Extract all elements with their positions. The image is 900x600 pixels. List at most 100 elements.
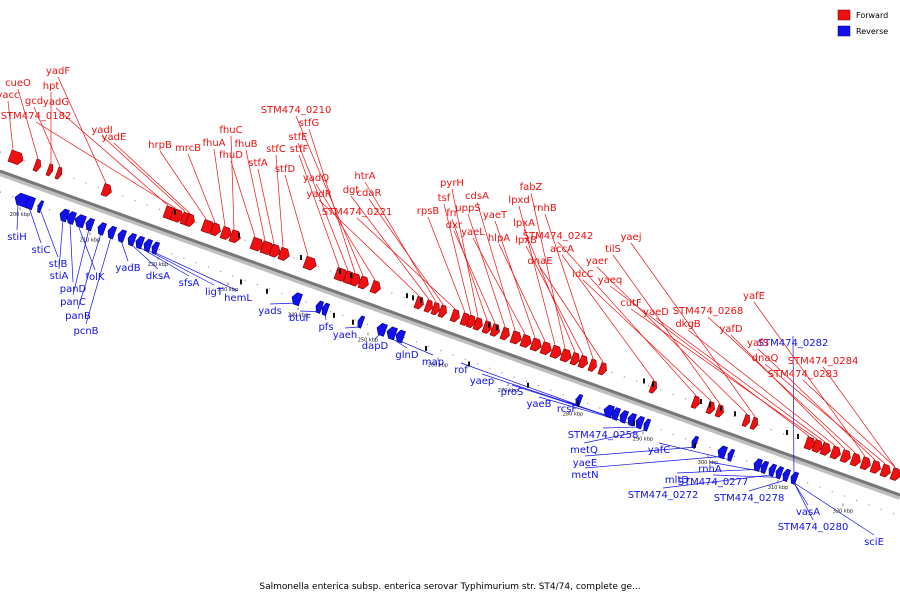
legend-reverse-swatch	[837, 25, 851, 37]
forward-gene-label-fabz: fabZ	[520, 182, 543, 193]
forward-gene-38	[549, 344, 562, 359]
reverse-gene-label-pros: proS	[501, 387, 524, 398]
reverse-gene-33	[768, 463, 778, 477]
tick-label-320-kbp: 320 kbp	[833, 508, 853, 514]
reverse-gene-3	[59, 208, 70, 223]
forward-gene-layer	[7, 149, 900, 481]
reverse-gene-label-stm474-0282: STM474_0282	[758, 338, 829, 349]
forward-gene-label-rnhb: rnhB	[533, 203, 557, 214]
legend-forward-label: Forward	[856, 11, 888, 20]
forward-gene-17	[302, 255, 317, 271]
reverse-gene-20	[395, 329, 406, 344]
forward-gene-50	[803, 436, 816, 451]
reverse-gene-label-panb: panB	[65, 311, 91, 322]
forward-gene-label-yadi: yadI	[91, 125, 112, 136]
reverse-gene-35	[782, 468, 792, 482]
forward-leader-26	[368, 198, 444, 305]
reverse-gene-13	[151, 241, 161, 255]
forward-leader-17	[284, 174, 309, 256]
forward-gene-label-yaet: yaeT	[483, 210, 508, 221]
forward-leader-23	[318, 199, 420, 297]
forward-gene-label-dxr: dxr	[446, 220, 463, 231]
reverse-gene-label-yadb: yadB	[115, 263, 140, 274]
forward-leader-58	[764, 363, 886, 464]
forward-gene-label-fhua: fhuA	[202, 138, 225, 149]
forward-gene-46	[705, 400, 715, 415]
forward-leader-layer	[7, 76, 896, 468]
forward-leader-29	[443, 203, 472, 315]
reverse-gene-11	[135, 235, 146, 250]
reverse-gene-label-metn: metN	[571, 470, 598, 481]
forward-leader-54	[730, 334, 846, 450]
forward-gene-label-cdar: cdaR	[357, 188, 382, 199]
reverse-leader-33	[662, 474, 773, 489]
forward-marker-8	[488, 322, 490, 328]
reverse-marker-2	[333, 312, 335, 318]
forward-gene-53	[829, 445, 841, 460]
forward-marker-6	[412, 295, 414, 301]
forward-gene-32	[489, 323, 500, 337]
forward-gene-label-stm474-0284: STM474_0284	[788, 356, 859, 367]
forward-gene-label-yaeq: yaeq	[598, 275, 623, 286]
forward-gene-59	[889, 467, 900, 481]
legend-forward-swatch	[837, 9, 851, 21]
forward-gene-label-stfg: stfG	[299, 118, 319, 129]
forward-gene-label-tils: tilS	[605, 244, 621, 255]
forward-label-layer: yacccueOhptgcdyadFyadGSTM474_0182yadIyad…	[0, 66, 858, 380]
reverse-gene-label-panc: panC	[60, 297, 86, 308]
forward-gene-label-stm474-0210: STM474_0210	[261, 105, 332, 116]
forward-gene-2	[45, 163, 54, 177]
reverse-leader-10	[130, 243, 159, 270]
forward-leader-52	[655, 317, 826, 443]
reverse-gene-label-pand: panD	[60, 284, 87, 295]
reverse-leader-1	[28, 207, 42, 244]
forward-leader-57	[757, 348, 876, 461]
forward-gene-label-htra: htrA	[354, 171, 375, 182]
forward-leader-47	[612, 254, 721, 405]
forward-leader-24	[350, 195, 430, 300]
forward-leader-43	[539, 266, 604, 363]
forward-gene-label-gcd: gcd	[25, 96, 43, 107]
forward-gene-label-lpxa: lpxA	[513, 218, 535, 229]
forward-leader-37	[498, 243, 546, 342]
forward-gene-label-yafd: yafD	[719, 324, 743, 335]
tick-layer: 200 kbp 210 kbp 220 kbp 230 kbp 240 kbp 250 k…	[10, 207, 853, 514]
forward-gene-label-stfe: stfE	[289, 132, 308, 143]
forward-leader-27	[356, 217, 456, 309]
forward-gene-24	[423, 299, 433, 313]
forward-gene-label-cueo: cueO	[5, 78, 31, 89]
forward-gene-42	[587, 358, 597, 372]
forward-gene-label-stm474-0221: STM474_0221	[322, 207, 393, 218]
forward-gene-3	[54, 166, 63, 180]
forward-gene-37	[539, 341, 552, 356]
reverse-gene-layer	[14, 192, 800, 485]
reverse-gene-label-metq: metQ	[570, 445, 598, 456]
reverse-leader-13	[154, 252, 239, 292]
reverse-marker-4	[425, 346, 427, 351]
forward-leader-55	[707, 316, 856, 453]
forward-gene-58	[879, 463, 891, 478]
forward-leader-49	[630, 242, 756, 417]
forward-gene-49	[749, 416, 758, 430]
reverse-gene-10	[127, 233, 138, 247]
reverse-gene-28	[691, 435, 700, 449]
forward-gene-label-stm474-0268: STM474_0268	[673, 306, 744, 317]
forward-gene-label-hlpa: hlpA	[488, 233, 510, 244]
reverse-leader-37	[793, 482, 814, 521]
forward-gene-label-yael: yaeL	[461, 227, 485, 238]
forward-gene-label-fhud: fhuD	[219, 150, 243, 161]
reverse-gene-9	[117, 229, 128, 243]
reverse-leader-4	[69, 222, 74, 283]
forward-gene-13	[249, 236, 264, 252]
forward-marker-14	[720, 406, 722, 412]
reverse-gene-label-btuf: btuF	[289, 313, 312, 324]
forward-leader-7	[101, 135, 186, 212]
reverse-gene-label-dapd: dapD	[362, 341, 389, 352]
tick-label-220-kbp: 220 kbp	[148, 262, 168, 268]
forward-marker-17	[797, 433, 799, 439]
forward-leader-36	[494, 220, 536, 338]
forward-gene-label-yaej: yaej	[621, 232, 642, 243]
reverse-leader-28	[584, 446, 696, 457]
forward-gene-label-stm474-0283: STM474_0283	[768, 369, 839, 380]
reverse-leader-7	[77, 233, 102, 310]
